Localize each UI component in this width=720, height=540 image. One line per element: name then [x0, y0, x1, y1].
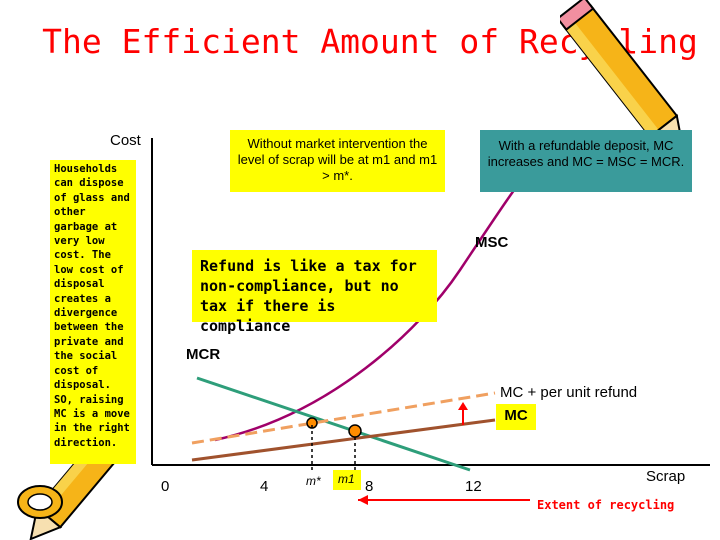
y-axis-label: Cost — [110, 132, 141, 149]
x-tick-m-star: m* — [306, 474, 321, 488]
side-note: Households can dispose of glass and othe… — [50, 160, 136, 464]
mc-refund-curve — [191, 391, 496, 445]
note-without-intervention: Without market intervention the level of… — [230, 130, 445, 192]
x-tick-0: 0 — [161, 478, 170, 495]
mc-label-box: MC — [496, 404, 536, 430]
extent-label: Extent of recycling — [537, 498, 675, 512]
refund-note: Refund is like a tax for non-compliance,… — [192, 250, 437, 335]
point-m1 — [348, 424, 362, 438]
msc-label: MSC — [475, 234, 509, 251]
x-axis-label: Scrap — [646, 468, 686, 485]
mcr-label: MCR — [186, 346, 221, 363]
x-tick-4: 4 — [260, 478, 269, 495]
mcr-curve — [196, 376, 471, 472]
x-tick-m1-box: m1 — [333, 470, 361, 490]
x-tick-12: 12 — [465, 478, 482, 495]
x-tick-m1: m1 — [338, 472, 355, 486]
mc-refund-label: MC + per unit refund — [500, 384, 638, 401]
mc-label: MC — [504, 407, 528, 424]
mc-curve — [191, 418, 496, 462]
x-tick-8: 8 — [365, 478, 374, 495]
note-deposit: With a refundable deposit, MC increases … — [480, 130, 692, 192]
